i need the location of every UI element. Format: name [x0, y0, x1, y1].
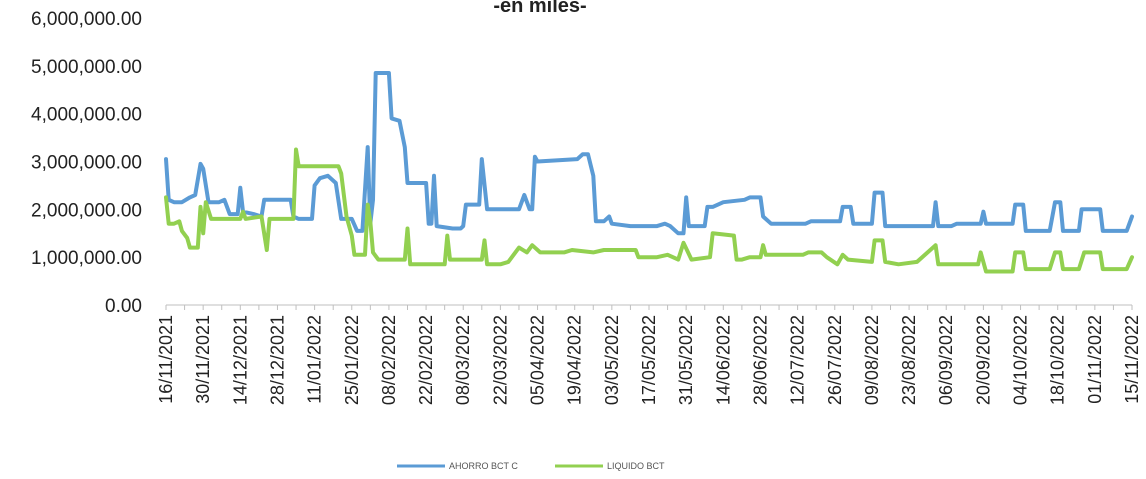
x-tick-label: 06/09/2022	[936, 315, 956, 405]
x-tick-label: 25/01/2022	[342, 315, 362, 405]
x-tick-label: 01/11/2022	[1085, 315, 1105, 404]
x-tick-label: 28/12/2021	[267, 315, 287, 405]
x-tick-label: 14/06/2022	[713, 315, 733, 405]
series-lines	[164, 71, 1134, 274]
legend-label: AHORRO BCT C	[449, 461, 518, 471]
x-tick-label: 19/04/2022	[565, 315, 585, 405]
series-line-liquido-bct	[164, 147, 1134, 274]
x-tick-label: 15/11/2022	[1122, 315, 1142, 404]
chart-title: -en miles-	[493, 0, 586, 17]
x-axis: 16/11/2021 30/11/2021 14/12/2021 28/12/2021…	[156, 304, 1142, 405]
y-tick-label: 6,000,000.00	[31, 9, 142, 30]
x-tick-label: 14/12/2021	[230, 315, 250, 405]
x-tick-label: 05/04/2022	[528, 315, 548, 405]
y-tick-label: 1,000,000.00	[31, 248, 142, 269]
legend-label: LIQUIDO BCT	[607, 461, 665, 471]
x-tick-label: 11/01/2022	[305, 315, 325, 404]
x-tick-label: 23/08/2022	[899, 315, 919, 405]
series-line-ahorro-bct-c	[164, 71, 1134, 236]
x-tick-label: 22/03/2022	[490, 315, 510, 405]
x-tick-label: 30/11/2021	[193, 315, 213, 404]
x-tick-label: 16/11/2021	[156, 315, 176, 404]
x-tick-label: 22/02/2022	[416, 315, 436, 405]
x-tick-label: 03/05/2022	[602, 315, 622, 405]
x-tick-label: 04/10/2022	[1011, 315, 1031, 405]
legend: AHORRO BCT C LIQUIDO BCT	[397, 461, 665, 471]
x-tick-label: 20/09/2022	[973, 315, 993, 405]
x-tick-label: 26/07/2022	[825, 315, 845, 405]
y-tick-label: 3,000,000.00	[31, 153, 142, 174]
x-tick-label: 28/06/2022	[750, 315, 770, 405]
y-tick-label: 4,000,000.00	[31, 105, 142, 126]
x-tick-label: 08/02/2022	[379, 315, 399, 405]
x-tick-label: 12/07/2022	[788, 315, 808, 405]
x-tick-label: 17/05/2022	[639, 315, 659, 405]
y-tick-label: 2,000,000.00	[31, 200, 142, 221]
y-tick-label: 0.00	[105, 296, 142, 317]
y-axis: 0.00 1,000,000.00 2,000,000.00 3,000,000.00…	[31, 9, 142, 317]
y-tick-label: 5,000,000.00	[31, 57, 142, 78]
x-tick-label: 31/05/2022	[676, 315, 696, 405]
x-tick-label: 09/08/2022	[862, 315, 882, 405]
x-tick-label: 18/10/2022	[1048, 315, 1068, 405]
x-tick-label: 08/03/2022	[453, 315, 473, 405]
